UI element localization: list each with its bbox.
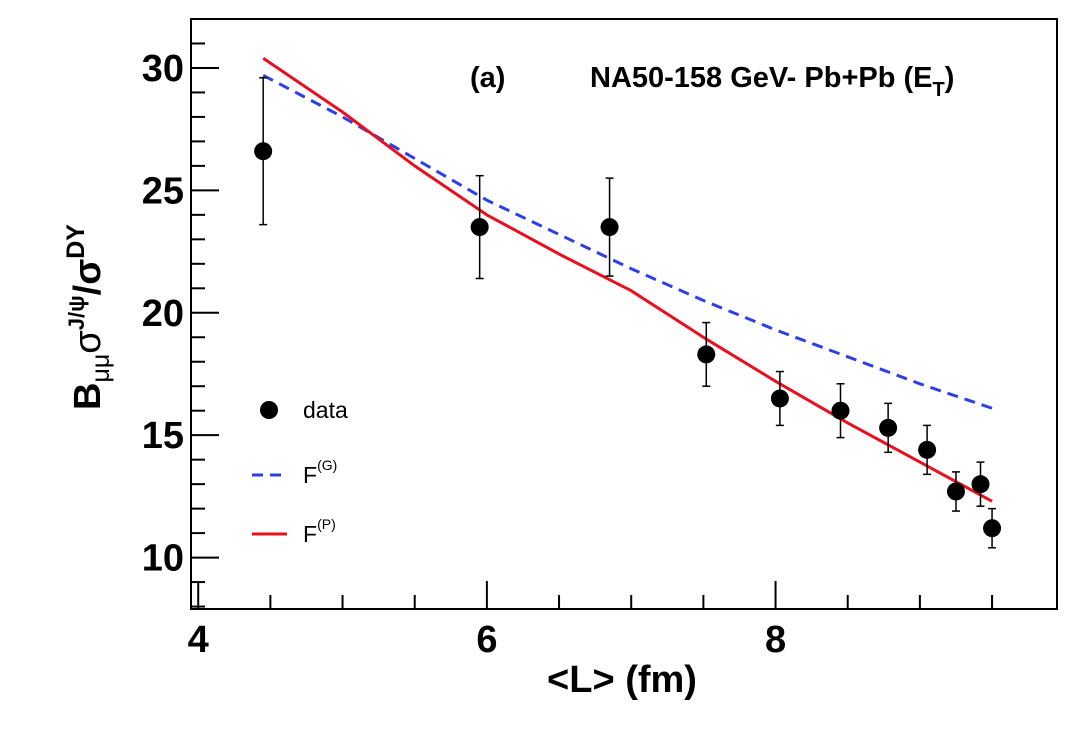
- data-point: [831, 401, 850, 420]
- y-axis-title-jpsi: J/ψ: [64, 295, 89, 330]
- data-point: [971, 475, 990, 494]
- data-point: [983, 519, 1002, 538]
- data-point: [600, 218, 619, 237]
- x-axis-title: <L> (fm): [547, 659, 697, 701]
- axis-tick-labels: 4 6 8 10 15 20 25 30: [142, 48, 786, 661]
- y-axis-title: BμμσJ/ψ/σDY: [62, 224, 115, 410]
- legend-label-fg: F(G): [303, 457, 337, 488]
- x-tick-label: 6: [476, 619, 497, 661]
- legend-marker-data: [260, 401, 278, 419]
- data-point: [918, 440, 937, 459]
- data-point: [254, 142, 273, 161]
- series-line-fp: [262, 56, 993, 503]
- series-line-fg: [262, 73, 993, 410]
- legend: data F(G) F(P): [252, 397, 348, 547]
- legend-label-fg-sup: (G): [317, 457, 337, 473]
- data-point: [879, 418, 898, 437]
- experiment-label: NA50-158 GeV- Pb+Pb (ET): [590, 62, 954, 101]
- plot-frame: [190, 18, 1058, 610]
- y-axis-title-b: B: [67, 383, 109, 410]
- experiment-label-close: ): [945, 62, 955, 94]
- y-axis-title-sigma: σ: [67, 330, 109, 353]
- data-point: [697, 345, 716, 364]
- y-tick-label: 25: [142, 170, 184, 212]
- legend-label-data: data: [303, 397, 348, 423]
- data-point: [770, 389, 789, 408]
- y-tick-label: 10: [142, 538, 184, 580]
- data-point: [946, 482, 965, 501]
- legend-label-fp-main: F: [303, 521, 317, 547]
- y-tick-label: 15: [142, 415, 184, 457]
- experiment-label-main: NA50-158 GeV- Pb+Pb (E: [590, 62, 933, 94]
- y-axis-title-slash-sigma: /σ: [67, 259, 109, 296]
- data-points: [254, 77, 1002, 549]
- legend-label-fp: F(P): [303, 516, 336, 547]
- axis-ticks: [191, 18, 994, 609]
- legend-label-fg-main: F: [303, 462, 317, 488]
- x-tick-label: 4: [188, 619, 209, 661]
- series-lines: [262, 56, 993, 503]
- data-point: [470, 218, 489, 237]
- x-tick-label: 8: [765, 619, 786, 661]
- y-axis-title-mumu: μμ: [87, 354, 115, 383]
- svg-text:BμμσJ/ψ/σDY: BμμσJ/ψ/σDY: [62, 224, 115, 410]
- legend-label-fp-sup: (P): [317, 516, 336, 532]
- y-tick-label: 20: [142, 293, 184, 335]
- y-tick-label: 30: [142, 48, 184, 90]
- panel-label: (a): [470, 62, 505, 94]
- experiment-label-sub: T: [933, 79, 945, 101]
- y-axis-title-dy: DY: [62, 224, 90, 259]
